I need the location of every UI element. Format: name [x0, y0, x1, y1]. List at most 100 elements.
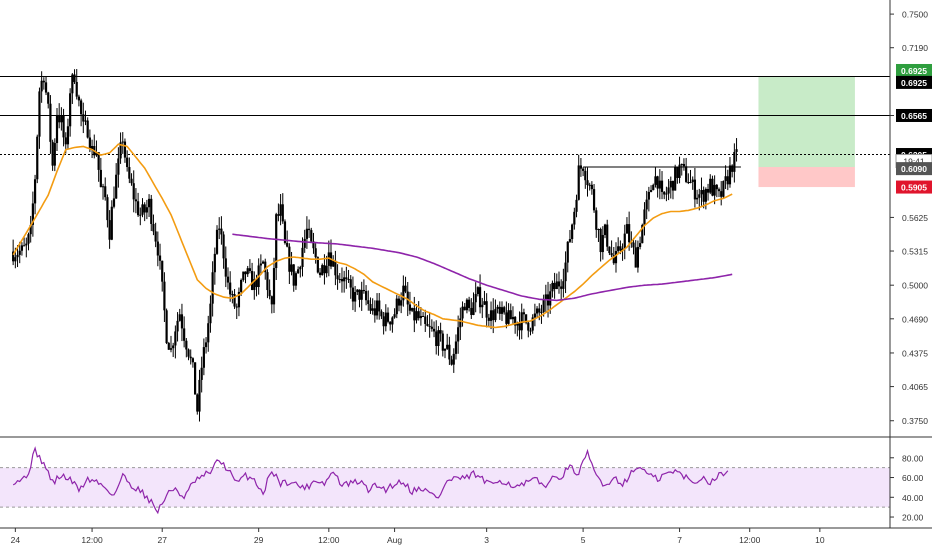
rsi-line	[12, 446, 729, 515]
candle-body	[14, 257, 17, 262]
candle-body	[408, 304, 412, 311]
candle-body	[382, 316, 385, 327]
candle-body	[222, 234, 225, 259]
candle-body	[277, 214, 280, 216]
candle-body	[415, 311, 418, 321]
candle-body	[354, 292, 357, 302]
candle-body	[294, 273, 298, 286]
candle-body	[652, 184, 655, 191]
candle-body	[641, 224, 644, 244]
candle-body	[143, 204, 146, 213]
candle-body	[25, 243, 28, 246]
candle-body	[638, 243, 642, 247]
candle-body	[152, 223, 155, 232]
candle-body	[279, 204, 282, 216]
candle-body	[272, 268, 276, 305]
candle-body	[511, 316, 515, 320]
candle-body	[498, 306, 501, 314]
candle-body	[500, 307, 504, 314]
candle-body	[411, 308, 414, 311]
candle-body	[33, 179, 37, 204]
candle-body	[75, 81, 78, 97]
candle-body	[286, 242, 289, 247]
stop-price-tag-bg	[896, 180, 932, 194]
candle-body	[608, 246, 611, 254]
candle-body	[318, 272, 322, 276]
candle-body	[660, 180, 664, 192]
candle-body	[275, 214, 278, 269]
candle-body	[393, 314, 396, 318]
candle-body	[419, 315, 422, 319]
candle-body	[575, 199, 578, 212]
candle-body	[165, 310, 168, 344]
candle-body	[77, 96, 81, 101]
candle-body	[51, 141, 54, 166]
candle-body	[71, 74, 74, 94]
time-tick-label: 27	[157, 535, 167, 545]
candle-body	[597, 229, 600, 231]
candle-body	[700, 190, 703, 195]
candle-body	[139, 214, 142, 216]
candle-body	[16, 254, 19, 258]
time-tick-label: 10	[815, 535, 825, 545]
candle-body	[18, 250, 21, 255]
candle-body	[106, 197, 109, 221]
candle-body	[522, 312, 526, 315]
candle-body	[299, 266, 302, 270]
candle-body	[112, 198, 116, 207]
candle-body	[358, 289, 361, 300]
candle-body	[264, 261, 267, 273]
candle-body	[573, 211, 576, 225]
candle-body	[612, 255, 615, 264]
candle-body	[187, 349, 190, 357]
candle-body	[454, 341, 458, 354]
candle-body	[695, 197, 699, 200]
candle-body	[288, 246, 291, 272]
fast-moving-average-line	[12, 143, 733, 329]
candle-body	[731, 165, 734, 172]
rsi-band-layer	[0, 467, 890, 508]
candle-body	[185, 340, 188, 350]
candle-body	[189, 356, 192, 359]
candle-body	[360, 289, 363, 300]
candle-body	[435, 331, 438, 347]
candle-body	[709, 178, 712, 193]
candle-body	[154, 231, 157, 242]
candle-body	[42, 80, 45, 83]
candle-body	[669, 181, 672, 188]
candle-body	[680, 163, 683, 165]
candle-body	[198, 379, 201, 412]
candle-body	[634, 247, 637, 268]
rsi-tick-label: 80.00	[902, 453, 924, 463]
time-tick-label: 12:00	[318, 535, 340, 545]
position-zone-layer[interactable]	[758, 76, 855, 188]
candle-body	[568, 239, 572, 242]
candle-body	[117, 158, 120, 175]
candle-body	[178, 314, 181, 321]
candle-body	[297, 269, 300, 274]
candle-body	[58, 114, 61, 123]
candle-body	[446, 344, 449, 349]
candle-body	[371, 308, 374, 311]
level-tag-1: 0.6565	[901, 111, 927, 121]
candle-body	[338, 278, 341, 280]
candle-body	[266, 272, 269, 291]
candle-body	[128, 167, 131, 179]
candle-body	[735, 149, 738, 152]
candle-body	[582, 168, 585, 171]
candle-body	[55, 114, 59, 144]
countdown-label: 19:41	[903, 157, 925, 167]
candle-body	[60, 115, 63, 123]
candle-body	[255, 279, 258, 288]
time-tick-label: 24	[11, 535, 21, 545]
candle-body	[325, 265, 328, 274]
candle-body	[678, 164, 681, 178]
grid-layer	[0, 467, 890, 508]
candle-body	[378, 300, 381, 312]
candle-body	[527, 322, 530, 331]
candle-body	[485, 301, 488, 318]
candle-body	[395, 298, 398, 315]
candle-body	[564, 262, 567, 282]
candle-body	[505, 312, 508, 324]
